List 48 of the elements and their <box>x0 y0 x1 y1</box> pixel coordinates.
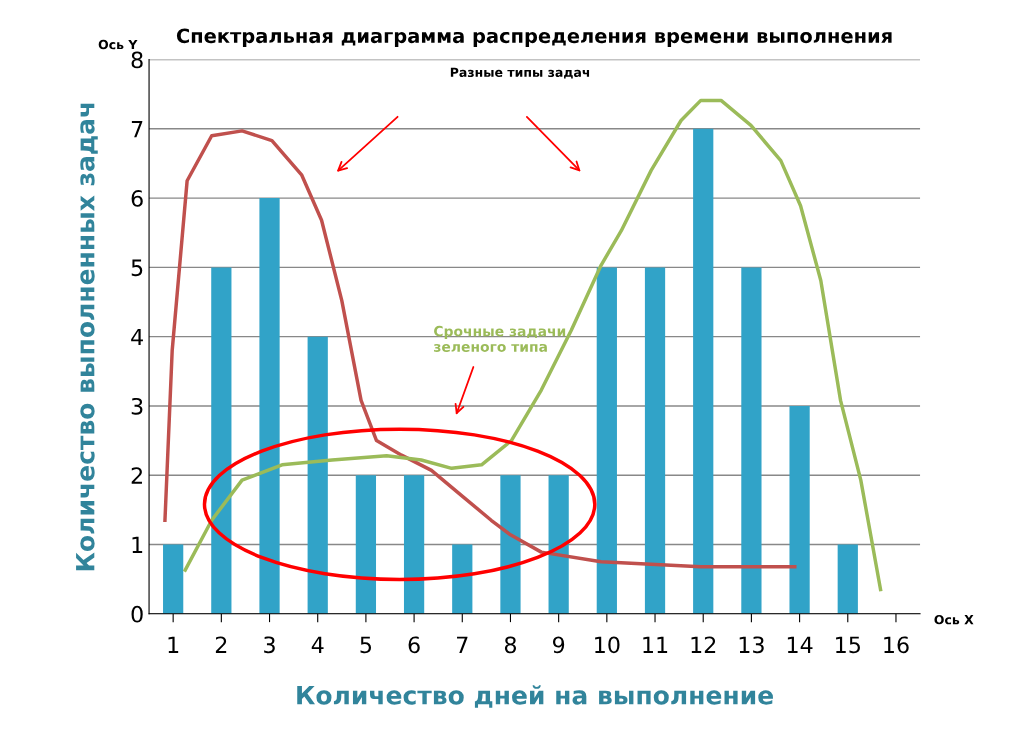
bar <box>548 475 569 614</box>
bar <box>789 405 810 614</box>
bar <box>741 267 762 614</box>
x-tick-label: 3 <box>264 636 275 654</box>
y-tick-label: 8 <box>131 51 143 69</box>
bar <box>211 267 232 614</box>
x-tick-label: 16 <box>884 636 909 654</box>
x-tick-label: 1 <box>168 636 179 653</box>
bar <box>837 544 858 614</box>
y-tick-label: 7 <box>131 121 143 138</box>
y-tick-label: 1 <box>132 536 143 553</box>
text: Ось Y <box>98 39 138 50</box>
x-tick-label: 15 <box>836 636 860 654</box>
y-tick-label: 2 <box>131 467 142 484</box>
x-tick-label: 2 <box>215 636 227 653</box>
x-tick-label: 11 <box>643 636 668 653</box>
y-tick-label: 3 <box>131 397 143 415</box>
bar <box>596 267 617 614</box>
annotation: Разные типы задач <box>450 67 590 79</box>
bar <box>259 198 280 614</box>
y-tick-label: 5 <box>131 259 143 277</box>
line-series <box>183 98 883 592</box>
x-tick-label: 6 <box>408 636 420 654</box>
x-tick-label: 4 <box>311 636 324 653</box>
bar <box>403 475 425 614</box>
bar <box>355 475 377 614</box>
bar <box>163 544 184 614</box>
bar <box>452 544 473 614</box>
x-axis-title: Количество дней на выполнение <box>297 685 773 708</box>
x-tick-label: 10 <box>595 636 620 654</box>
y-tick-label: 4 <box>131 328 143 346</box>
y-tick-label: 6 <box>131 190 143 207</box>
x-tick-label: 14 <box>787 636 813 653</box>
chart-title: Спектральная диаграмма распределения времени выполнения <box>176 28 892 47</box>
x-tick-label: 5 <box>360 636 372 654</box>
text: Ось X <box>934 614 974 625</box>
y-axis-title: Количество выполненных задач <box>76 103 98 571</box>
bar <box>644 267 666 614</box>
x-tick-label: 13 <box>739 636 764 654</box>
y-tick-label: 0 <box>131 605 143 623</box>
bar <box>693 128 714 614</box>
bar <box>307 336 328 614</box>
line-series <box>163 129 797 569</box>
x-tick-label: 9 <box>552 636 565 654</box>
x-tick-label: 7 <box>457 636 468 653</box>
x-tick-label: 12 <box>691 636 716 653</box>
x-tick-label: 8 <box>504 636 517 654</box>
bar <box>500 475 521 614</box>
